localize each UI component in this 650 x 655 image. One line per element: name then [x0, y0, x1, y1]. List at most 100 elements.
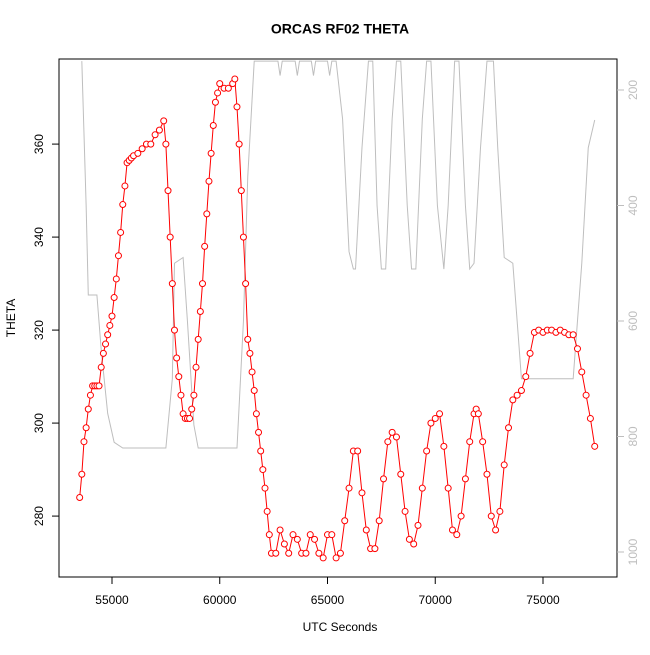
data-point [423, 447, 431, 455]
data-point [117, 228, 125, 236]
data-point [186, 414, 194, 422]
y-axis-label: THETA [4, 299, 18, 337]
data-point [252, 410, 260, 418]
data-point [244, 335, 252, 343]
data-point [272, 549, 280, 557]
data-point [392, 433, 400, 441]
data-point [216, 80, 224, 88]
data-point [155, 126, 163, 134]
data-point [397, 470, 405, 478]
data-point [427, 419, 435, 427]
data-point [160, 117, 168, 125]
data-point [119, 201, 127, 209]
data-point [522, 373, 530, 381]
data-point [405, 535, 413, 543]
data-point [211, 98, 219, 106]
data-point [190, 391, 198, 399]
data-point [199, 280, 207, 288]
data-point [582, 391, 590, 399]
data-point [114, 252, 122, 260]
data-point [138, 145, 146, 153]
data-point [162, 140, 170, 148]
data-point [233, 103, 241, 111]
data-point [242, 280, 250, 288]
data-point [166, 233, 174, 241]
data-point [170, 326, 178, 334]
data-point [112, 275, 120, 283]
data-point [371, 545, 379, 553]
data-point [173, 354, 181, 362]
x-axis-label: UTC Seconds [303, 620, 378, 634]
data-point [231, 75, 239, 83]
data-point [418, 484, 426, 492]
data-point [457, 512, 465, 520]
data-point [509, 396, 517, 404]
data-point [573, 345, 581, 353]
y-tick-label: 280 [32, 506, 46, 526]
data-point [487, 512, 495, 520]
data-point [513, 391, 521, 399]
data-point [108, 312, 116, 320]
data-point [285, 549, 293, 557]
series-line [81, 60, 596, 449]
data-point [237, 187, 245, 195]
data-point [106, 321, 114, 329]
data-point [328, 531, 336, 539]
data-point [257, 447, 265, 455]
y2-tick-label: 600 [626, 311, 640, 331]
data-point [86, 391, 94, 399]
data-point [263, 507, 271, 515]
data-point [362, 526, 370, 534]
data-point [474, 410, 482, 418]
data-point [201, 242, 209, 250]
data-point [410, 540, 418, 548]
data-point [261, 484, 269, 492]
y2-tick-label: 400 [626, 195, 640, 215]
x-tick-label: 70000 [419, 593, 453, 607]
data-point [569, 331, 577, 339]
x-tick-label: 60000 [203, 593, 237, 607]
data-point [203, 210, 211, 218]
data-point [250, 387, 258, 395]
data-point [76, 493, 84, 501]
data-point [205, 177, 213, 185]
data-point [246, 349, 254, 357]
data-point [453, 531, 461, 539]
data-point [99, 349, 107, 357]
data-point [239, 233, 247, 241]
data-point [384, 438, 392, 446]
data-point [461, 475, 469, 483]
data-point [483, 470, 491, 478]
data-point [134, 149, 142, 157]
data-point [248, 368, 256, 376]
data-point [302, 549, 310, 557]
data-point [97, 363, 105, 371]
series-line [79, 77, 596, 560]
data-point [194, 335, 202, 343]
y2-tick-label: 1000 [626, 538, 640, 565]
data-point [431, 414, 439, 422]
data-point [444, 484, 452, 492]
data-point [479, 438, 487, 446]
y-tick-label: 300 [32, 413, 46, 433]
data-point [207, 149, 215, 157]
x-tick-label: 75000 [526, 593, 560, 607]
data-point [306, 531, 314, 539]
data-point [505, 424, 513, 432]
data-point [175, 373, 183, 381]
data-point [259, 466, 267, 474]
data-point [82, 424, 90, 432]
data-point [78, 470, 86, 478]
data-point [319, 554, 327, 562]
data-point [121, 182, 129, 190]
data-point [255, 428, 263, 436]
x-tick-label: 65000 [311, 593, 345, 607]
data-point [591, 442, 599, 450]
data-point [95, 382, 103, 390]
data-point [177, 391, 185, 399]
y-tick-label: 340 [32, 227, 46, 247]
data-point [265, 531, 273, 539]
data-point [102, 340, 110, 348]
plot-frame [58, 58, 618, 578]
data-point [388, 428, 396, 436]
